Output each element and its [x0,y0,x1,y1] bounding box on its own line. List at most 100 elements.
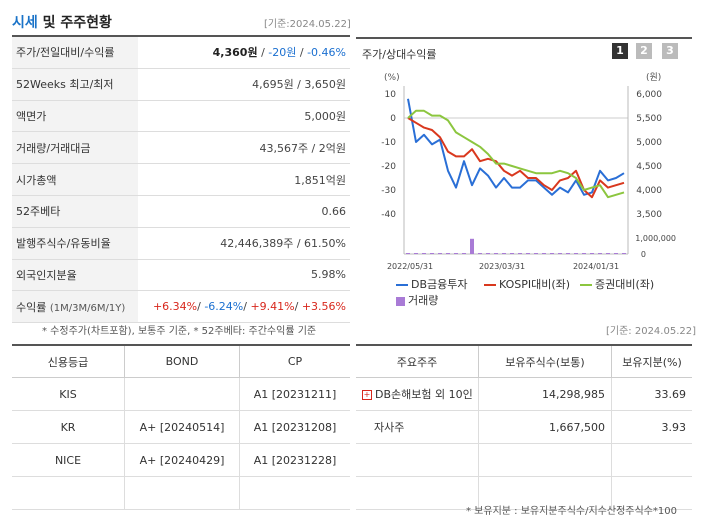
column-header: 신용등급 [12,345,125,378]
legend-item: DB금융투자 [396,276,468,292]
summary-row: 발행주식수/유동비율 42,446,389주 / 61.50% [12,227,350,260]
summary-label: 주가/전일대비/수익률 [12,37,138,69]
volume-bar [558,253,562,254]
table-header-row: 신용등급 BOND CP [12,345,350,378]
volume-bar [574,253,578,254]
volume-bar [526,253,530,254]
price-change: -20원 [268,46,297,60]
legend-label: KOSPI대비(좌) [499,278,571,291]
y-right-tick-label: 4,500 [636,162,662,172]
price-value: 4,360원 [212,46,258,60]
summary-row: 액면가 5,000원 [12,100,350,133]
volume-bar [502,253,506,254]
volume-bar [598,253,602,254]
y-right-tick-label: 6,000 [636,90,662,100]
holder-shares: 1,667,500 [478,410,612,444]
summary-value: 0.66 [138,195,350,228]
expand-icon[interactable]: + [362,390,372,400]
holder-name: 자사주 [356,410,479,444]
volume-bar [614,253,618,254]
series-line-1 [407,117,625,199]
summary-value: 5.98% [138,259,350,292]
title-sub: 및 주주현황 [42,15,112,31]
section-title: 시세 및 주주현황 [12,12,112,32]
volume-bar [566,253,570,254]
volume-bar [518,253,522,254]
rating-agency: KIS [12,377,125,411]
y-right-tick-label: 4,000 [636,186,662,196]
price-rate: -0.46% [307,46,346,60]
summary-row: 외국인지분율 5.98% [12,259,350,292]
volume-bar [486,253,490,254]
volume-bar [622,253,626,254]
y-left-tick-label: 0 [390,114,396,124]
returns-value: +6.34%/ -6.24%/ +9.41%/ +3.56% [138,290,350,324]
summary-row: 거래량/거래대금 43,567주 / 2억원 [12,131,350,165]
summary-row: 주가/전일대비/수익률 4,360원 / -20원 / -0.46% [12,37,350,69]
volume-bar [446,253,450,254]
chart-page-1-button[interactable]: 1 [612,43,628,59]
volume-bar [590,253,594,254]
volume-bar [422,253,426,254]
summary-label: 액면가 [12,100,138,133]
holder-pct [611,443,692,477]
header-date: [기준:2024.05.22] [264,19,351,30]
holders-note: * 보유지분 : 보유지분주식수/지수산정주식수*100 [466,506,677,517]
chart-date: [기준: 2024.05.22] [606,326,697,337]
summary-table: 주가/전일대비/수익률 4,360원 / -20원 / -0.46% 52Wee… [12,37,350,324]
summary-label: 거래량/거래대금 [12,131,138,165]
rating-agency: NICE [12,443,125,477]
legend-swatch-sector [580,284,592,286]
return-1m: +6.34% [152,300,198,314]
column-header: 보유주식수(보통) [478,345,612,378]
rating-bond: A+ [20240514] [124,410,240,444]
holder-name[interactable]: + DB손해보험 외 10인 [356,377,479,411]
x-tick-label: 2022/05/31 [387,262,433,271]
table-header-row: 주요주주 보유주식수(보통) 보유지분(%) [356,345,692,378]
return-1y: +3.56% [301,300,346,314]
rating-cp [239,476,350,510]
summary-label: 외국인지분율 [12,259,138,292]
legend-swatch-db [396,284,408,286]
rating-agency: KR [12,410,125,444]
return-6m: +9.41% [250,300,295,314]
right-axis-unit: (원) [646,72,661,83]
left-axis-unit: (%) [384,73,400,83]
volume-bar [510,253,514,254]
legend-label: 거래량 [408,294,439,307]
summary-note: * 수정주가(차트포함), 보통주 기준, * 52주베타: 주간수익률 기준 [42,326,317,337]
return-3m: -6.24% [204,300,244,314]
summary-value: 5,000원 [138,100,350,133]
volume-bar [582,253,586,254]
rating-cp: A1 [20231228] [239,443,350,477]
rating-bond: A+ [20240429] [124,443,240,477]
column-header: 주요주주 [356,345,479,378]
table-row: KIS A1 [20231211] [12,377,350,411]
rating-bond [124,476,240,510]
y-left-tick-label: -40 [381,210,396,220]
table-row [12,476,350,510]
volume-bar [454,253,458,254]
summary-value: 42,446,389주 / 61.50% [138,227,350,260]
credit-rating-table: 신용등급 BOND CP KIS A1 [20231211] KR A+ [20… [12,344,350,510]
holder-shares: 14,298,985 [478,377,612,411]
legend-item: 증권대비(좌) [580,276,654,292]
rating-cp: A1 [20231211] [239,377,350,411]
holder-pct [611,476,692,510]
legend-swatch-kospi [484,284,496,286]
summary-label: 발행주식수/유동비율 [12,227,138,260]
column-header: CP [239,345,350,378]
table-row: + DB손해보험 외 10인 14,298,985 33.69 [356,377,692,411]
chart-page-2-button[interactable]: 2 [636,43,652,59]
title-main: 시세 [12,15,38,31]
chart-page-3-button[interactable]: 3 [662,43,678,59]
holder-name [356,476,479,510]
summary-row: 수익률 (1M/3M/6M/1Y) +6.34%/ -6.24%/ +9.41%… [12,290,350,324]
volume-bar [534,253,538,254]
volume-bar [430,253,434,254]
summary-value: 4,360원 / -20원 / -0.46% [138,37,350,69]
y-left-tick-label: 10 [385,90,397,100]
volume-bar [406,253,410,254]
volume-bar [438,253,442,254]
volume-bar [494,253,498,254]
